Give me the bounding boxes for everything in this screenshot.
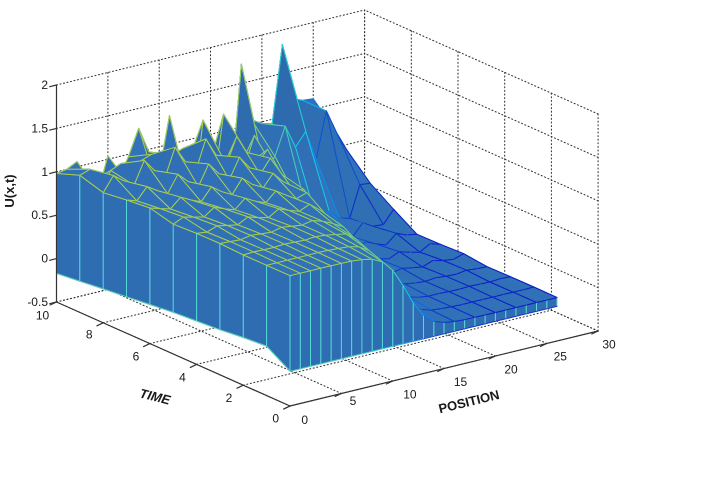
svg-text:4: 4 [179, 370, 186, 384]
svg-text:1: 1 [41, 165, 48, 179]
svg-text:-0.5: -0.5 [27, 295, 48, 309]
svg-text:6: 6 [133, 349, 140, 363]
svg-text:0: 0 [272, 412, 279, 426]
svg-text:2: 2 [226, 391, 233, 405]
svg-text:2: 2 [41, 78, 48, 92]
svg-text:10: 10 [403, 388, 417, 402]
svg-text:5: 5 [350, 394, 357, 408]
svg-text:8: 8 [86, 327, 93, 341]
svg-text:15: 15 [454, 375, 468, 389]
svg-text:30: 30 [602, 337, 616, 351]
svg-text:10: 10 [36, 308, 50, 322]
svg-text:0: 0 [41, 252, 48, 266]
svg-text:0.5: 0.5 [31, 208, 48, 222]
svg-text:25: 25 [554, 350, 568, 364]
svg-text:20: 20 [504, 362, 518, 376]
svg-text:U(x,t): U(x,t) [2, 174, 17, 207]
svg-text:1.5: 1.5 [31, 121, 48, 135]
svg-text:0: 0 [301, 413, 308, 427]
svg-text:TIME: TIME [138, 386, 172, 408]
